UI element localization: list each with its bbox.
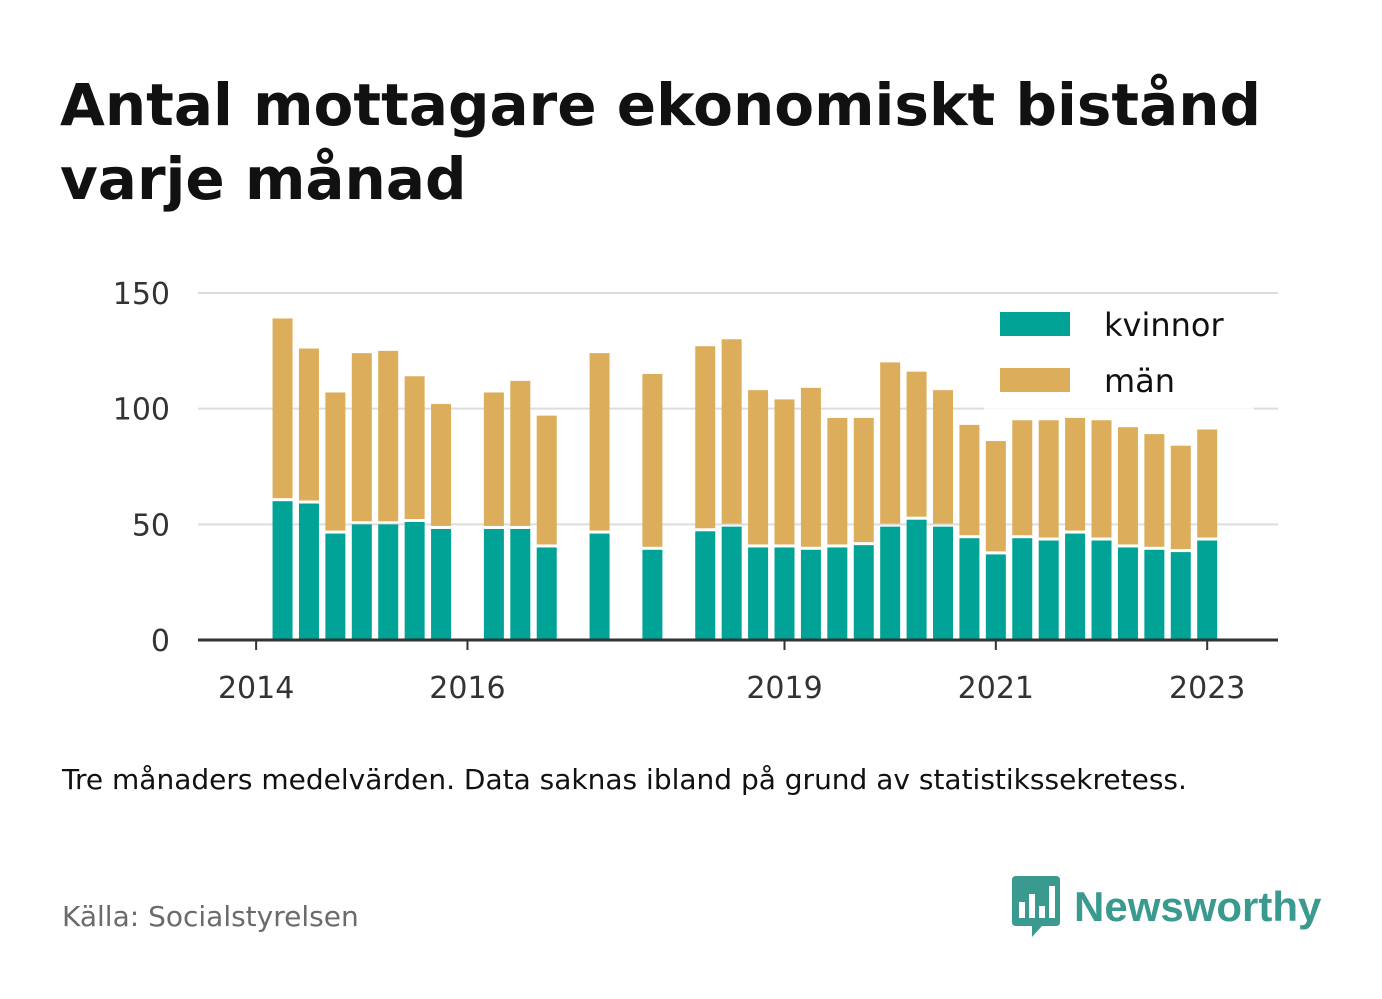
- bar-man: [1091, 420, 1112, 538]
- x-tick-label: 2014: [218, 671, 294, 706]
- bar-kvinnor: [880, 526, 901, 640]
- bar-man: [1144, 434, 1165, 547]
- bar-kvinnor: [378, 524, 399, 640]
- legend-swatch: [1000, 312, 1070, 336]
- bar-kvinnor: [1144, 549, 1165, 640]
- x-tick-label: 2021: [958, 671, 1034, 706]
- bar-chart-speech-bubble-icon: [1012, 876, 1060, 937]
- bar-man: [1197, 429, 1218, 538]
- bar-kvinnor: [1038, 540, 1059, 640]
- bar-kvinnor: [933, 526, 954, 640]
- brand-name: Newsworthy: [1074, 883, 1322, 930]
- bar-kvinnor: [774, 547, 795, 640]
- bar-man: [748, 390, 769, 545]
- bar-kvinnor: [404, 522, 425, 640]
- bar-man: [642, 373, 663, 547]
- bar-man: [853, 417, 874, 543]
- bar-man: [1117, 427, 1138, 545]
- bar-kvinnor: [431, 528, 452, 640]
- brand-logo: Newsworthy: [1010, 876, 1321, 938]
- bar-man: [1012, 420, 1033, 536]
- bar-man: [351, 353, 372, 522]
- bar-kvinnor: [642, 549, 663, 640]
- axes: 0 50 100 150 2014 2016 2019 2021 2023: [113, 277, 1278, 706]
- bar-kvinnor: [959, 538, 980, 640]
- bar-man: [827, 417, 848, 545]
- x-tick-label: 2023: [1169, 671, 1245, 706]
- chart-note: Tre månaders medelvärden. Data saknas ib…: [62, 763, 1187, 796]
- bar-kvinnor: [325, 533, 346, 640]
- bar-man: [536, 415, 557, 545]
- bar-man: [800, 387, 821, 547]
- bar-kvinnor: [536, 547, 557, 640]
- bar-man: [298, 348, 319, 501]
- bar-man: [510, 380, 531, 526]
- bar-kvinnor: [748, 547, 769, 640]
- chart-title: Antal mottagare ekonomiskt bistånd varje…: [60, 71, 1262, 213]
- bar-kvinnor: [1091, 540, 1112, 640]
- bar-kvinnor: [1170, 552, 1191, 640]
- legend-label: män: [1104, 362, 1175, 400]
- bar-man: [985, 441, 1006, 552]
- bar-man: [933, 390, 954, 524]
- bar-kvinnor: [272, 501, 293, 640]
- bar-kvinnor: [1197, 540, 1218, 640]
- source-text: Källa: Socialstyrelsen: [62, 900, 359, 933]
- bar-kvinnor: [827, 547, 848, 640]
- bar-man: [880, 362, 901, 524]
- bar-man: [272, 318, 293, 499]
- bar-man: [431, 404, 452, 526]
- y-tick-label: 150: [113, 277, 170, 312]
- bar-man: [483, 392, 504, 526]
- bar-kvinnor: [853, 545, 874, 640]
- legend-swatch: [1000, 368, 1070, 392]
- bar-kvinnor: [298, 503, 319, 640]
- bar-kvinnor: [1117, 547, 1138, 640]
- bar-man: [325, 392, 346, 531]
- bar-kvinnor: [351, 524, 372, 640]
- bar-man: [1065, 417, 1086, 531]
- bar-kvinnor: [906, 519, 927, 640]
- bar-man: [959, 424, 980, 536]
- y-tick-label: 0: [151, 624, 170, 659]
- bar-kvinnor: [800, 549, 821, 640]
- bar-man: [906, 371, 927, 517]
- bar-kvinnor: [1065, 533, 1086, 640]
- bars: [272, 318, 1218, 640]
- bar-man: [1038, 420, 1059, 538]
- bar-man: [1170, 445, 1191, 550]
- bar-kvinnor: [1012, 538, 1033, 640]
- bar-kvinnor: [695, 531, 716, 640]
- bar-man: [404, 376, 425, 520]
- x-tick-label: 2019: [746, 671, 822, 706]
- stacked-bar-chart: 0 50 100 150 2014 2016 2019 2021 2023 kvinnor män: [113, 277, 1278, 706]
- bar-kvinnor: [721, 526, 742, 640]
- bar-man: [589, 353, 610, 531]
- bar-man: [695, 346, 716, 529]
- bar-kvinnor: [985, 554, 1006, 640]
- y-tick-label: 100: [113, 393, 170, 428]
- bar-kvinnor: [483, 528, 504, 640]
- bar-man: [378, 350, 399, 522]
- bar-man: [774, 399, 795, 545]
- bar-kvinnor: [589, 533, 610, 640]
- bar-kvinnor: [510, 528, 531, 640]
- legend: kvinnor män: [984, 298, 1254, 410]
- legend-label: kvinnor: [1104, 306, 1225, 344]
- bar-man: [721, 339, 742, 524]
- x-tick-label: 2016: [429, 671, 505, 706]
- y-tick-label: 50: [132, 508, 170, 543]
